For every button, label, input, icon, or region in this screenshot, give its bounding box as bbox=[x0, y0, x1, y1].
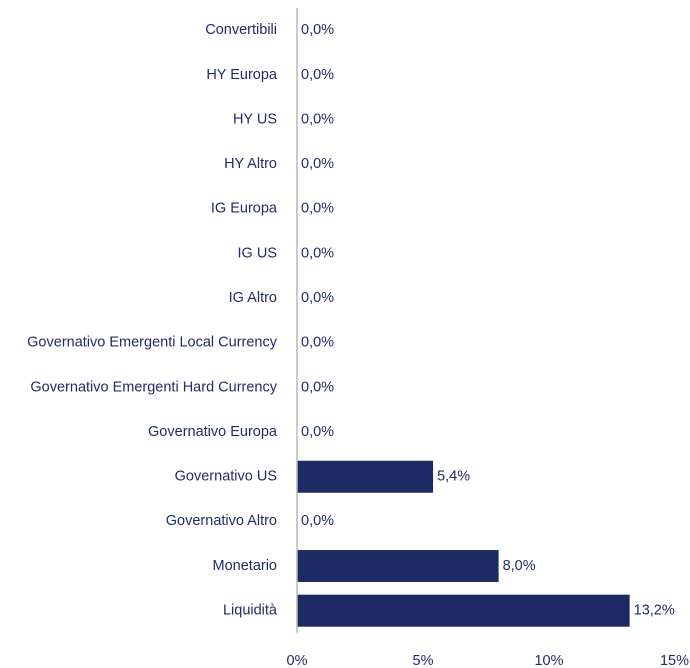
x-tick-label: 10% bbox=[534, 653, 563, 668]
y-tick-label: Convertibili bbox=[205, 22, 277, 38]
value-label: 8,0% bbox=[503, 558, 536, 574]
y-tick-label: Governativo Emergenti Hard Currency bbox=[30, 379, 277, 395]
y-tick-label: IG Europa bbox=[211, 201, 278, 217]
value-label: 0,0% bbox=[301, 201, 334, 217]
y-tick-label: HY US bbox=[233, 111, 277, 127]
x-tick-label: 15% bbox=[660, 653, 689, 668]
y-tick-label: Governativo Emergenti Local Currency bbox=[27, 335, 278, 351]
value-label: 0,0% bbox=[301, 335, 334, 351]
x-tick-label: 0% bbox=[287, 653, 308, 668]
value-label: 0,0% bbox=[301, 513, 334, 529]
value-label: 0,0% bbox=[301, 245, 334, 261]
y-tick-label: IG Altro bbox=[229, 290, 277, 306]
value-label: 13,2% bbox=[634, 603, 675, 619]
value-label: 0,0% bbox=[301, 111, 334, 127]
value-label: 0,0% bbox=[301, 379, 334, 395]
y-tick-label: Monetario bbox=[213, 558, 277, 574]
value-label: 5,4% bbox=[437, 469, 470, 485]
value-label: 0,0% bbox=[301, 156, 334, 172]
y-tick-label: HY Altro bbox=[224, 156, 277, 172]
value-label: 0,0% bbox=[301, 22, 334, 38]
value-label: 0,0% bbox=[301, 424, 334, 440]
y-tick-label: HY Europa bbox=[206, 67, 278, 83]
y-tick-label: Governativo US bbox=[175, 469, 277, 485]
bar bbox=[297, 460, 434, 493]
bar bbox=[297, 594, 630, 627]
y-tick-label: Governativo Europa bbox=[148, 424, 278, 440]
bar bbox=[297, 550, 499, 583]
x-tick-label: 5% bbox=[413, 653, 434, 668]
value-label: 0,0% bbox=[301, 290, 334, 306]
y-tick-label: Liquidità bbox=[223, 603, 278, 619]
value-label: 0,0% bbox=[301, 67, 334, 83]
y-tick-label: IG US bbox=[238, 245, 277, 261]
y-tick-label: Governativo Altro bbox=[166, 513, 277, 529]
